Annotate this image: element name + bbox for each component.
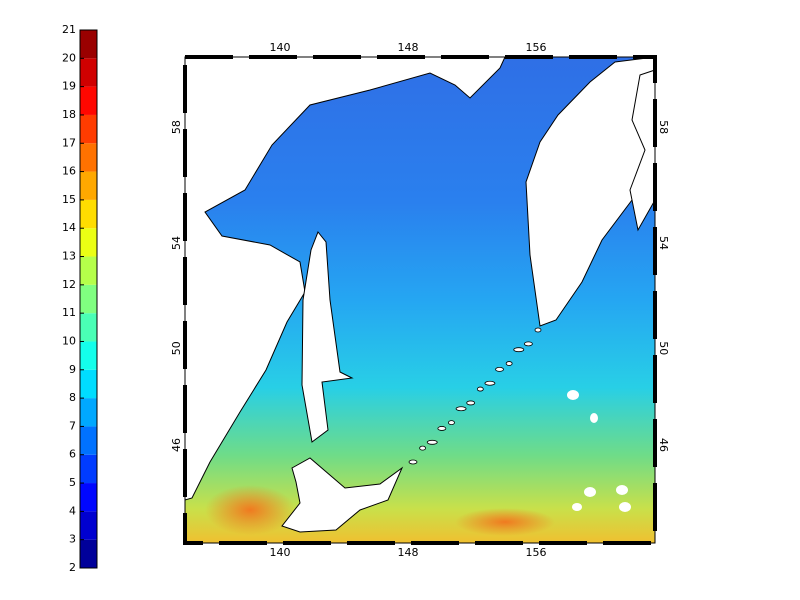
sakhalin (301, 231, 354, 443)
color-band (80, 369, 97, 399)
color-band (80, 483, 97, 512)
island (584, 487, 596, 497)
colorbar-label: 17 (62, 136, 76, 149)
lat-label: 50 (657, 341, 670, 355)
colorbar-label: 18 (62, 108, 76, 121)
mainland (184, 56, 506, 501)
color-band (80, 171, 97, 200)
island (616, 485, 628, 495)
color-band (80, 454, 97, 484)
colorbar-label: 15 (62, 193, 76, 206)
colorbar-label: 16 (62, 165, 76, 178)
color-band (80, 86, 97, 115)
colorbar-label: 20 (62, 51, 76, 64)
color-band (80, 256, 97, 285)
hokkaido (281, 457, 404, 533)
island (505, 361, 513, 366)
lon-label: 156 (526, 546, 547, 559)
island (567, 390, 579, 400)
lat-label: 46 (170, 438, 183, 452)
map (183, 55, 657, 545)
island (437, 426, 447, 431)
color-band (80, 114, 97, 144)
lon-label: 156 (526, 41, 547, 54)
warm-patch (205, 485, 295, 535)
island (513, 347, 525, 353)
island (495, 366, 504, 372)
island (484, 380, 496, 386)
colorbar-label: 13 (62, 250, 76, 263)
island (534, 327, 542, 333)
lat-label: 46 (657, 438, 670, 452)
island (448, 420, 455, 426)
island (419, 445, 427, 451)
colorbar-label: 21 (62, 23, 76, 36)
colorbar-label: 14 (62, 221, 76, 234)
colorbar-frame (79, 29, 98, 569)
color-band (80, 313, 97, 342)
warm-patch (455, 508, 555, 536)
colorbar-label: 19 (62, 80, 76, 93)
colorbar-label: 5 (69, 476, 76, 489)
color-band (80, 398, 97, 427)
lat-label: 54 (170, 236, 183, 250)
map-border (183, 55, 657, 545)
island (408, 459, 418, 465)
color-band (80, 143, 97, 172)
color-band (80, 199, 97, 229)
colorbar-label: 11 (62, 306, 76, 319)
color-band (80, 341, 97, 370)
tick-labels: 140 140 148 148 156 156 46 46 50 50 54 54 58 58 (170, 41, 670, 559)
lat-label: 54 (657, 236, 670, 250)
island (455, 406, 467, 412)
land (184, 56, 656, 533)
colorbar-label: 9 (69, 363, 76, 376)
colorbar-label: 10 (62, 334, 76, 347)
colorbar-label: 6 (69, 448, 76, 461)
lon-label: 140 (270, 41, 291, 54)
colorbar-label: 4 (69, 504, 76, 517)
color-band (80, 539, 97, 568)
lat-label: 58 (657, 120, 670, 134)
color-band (80, 284, 97, 314)
lat-label: 58 (170, 120, 183, 134)
lon-label: 140 (270, 546, 291, 559)
color-band (80, 511, 97, 540)
island (426, 439, 438, 445)
colorbar: 2 3 4 5 6 7 8 9 10 11 12 13 14 15 16 17 18 19 20 21 (62, 23, 98, 574)
lat-label: 50 (170, 341, 183, 355)
island (572, 503, 582, 511)
colorbar-label: 2 (69, 561, 76, 574)
island (476, 386, 484, 392)
color-band (80, 228, 97, 257)
island (466, 400, 476, 406)
color-band (80, 426, 97, 455)
lon-label: 148 (398, 546, 419, 559)
color-band (80, 58, 97, 87)
lon-label: 148 (398, 41, 419, 54)
colorbar-label: 8 (69, 391, 76, 404)
colorbar-label: 3 (69, 533, 76, 546)
colorbar-label: 7 (69, 419, 76, 432)
island (590, 413, 598, 423)
island (619, 502, 631, 512)
color-band (80, 30, 97, 59)
island (523, 341, 533, 347)
colorbar-label: 12 (62, 278, 76, 291)
kuril-islands (408, 327, 542, 465)
